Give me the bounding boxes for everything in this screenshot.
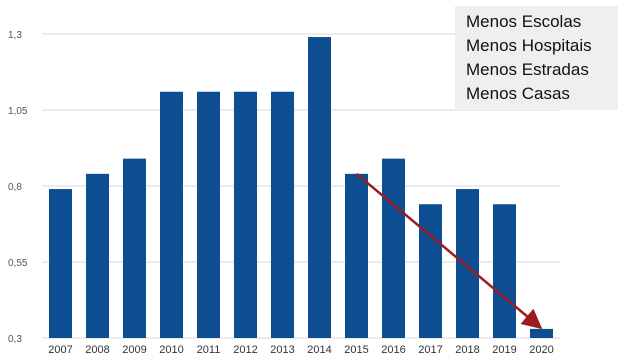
bar-2019 (493, 204, 516, 338)
x-tick-label: 2010 (159, 344, 183, 356)
bar-2009 (123, 158, 146, 338)
callout-box: Menos Escolas Menos Hospitais Menos Estr… (455, 6, 618, 110)
x-tick-label: 2007 (48, 344, 72, 356)
bar-2016 (382, 158, 405, 338)
callout-line-escolas: Menos Escolas (466, 12, 582, 31)
y-tick-label: 0,55 (8, 258, 28, 269)
y-tick-label: 0,3 (8, 334, 22, 345)
x-tick-label: 2013 (270, 344, 294, 356)
callout-line-hospitais: Menos Hospitais (466, 36, 592, 55)
y-tick-label: 0,8 (8, 182, 22, 193)
bar-2012 (234, 91, 257, 338)
bar-2010 (160, 91, 183, 338)
x-tick-label: 2011 (197, 344, 221, 356)
x-tick-label: 2018 (455, 344, 479, 356)
bar-2015 (345, 173, 368, 338)
x-tick-label: 2017 (418, 344, 442, 356)
x-tick-label: 2019 (492, 344, 516, 356)
x-tick-label: 2008 (85, 344, 109, 356)
bar-2008 (86, 173, 109, 338)
x-tick-label: 2016 (381, 344, 405, 356)
bar-2011 (197, 91, 220, 338)
bar-2018 (456, 189, 479, 338)
bar-2020 (530, 328, 553, 338)
callout-line-estradas: Menos Estradas (466, 60, 589, 79)
bar-2007 (49, 189, 72, 338)
x-tick-label: 2012 (233, 344, 257, 356)
x-tick-label: 2014 (307, 344, 331, 356)
callout-line-casas: Menos Casas (466, 84, 570, 103)
y-tick-label: 1,05 (8, 106, 28, 117)
bar-2013 (271, 91, 294, 338)
bar-2014 (308, 37, 331, 338)
trend-arrow (355, 172, 543, 330)
x-tick-label: 2020 (529, 344, 553, 356)
x-tick-label: 2009 (122, 344, 146, 356)
y-tick-label: 1,3 (8, 30, 22, 41)
bar-2017 (419, 204, 442, 338)
x-tick-label: 2015 (344, 344, 368, 356)
